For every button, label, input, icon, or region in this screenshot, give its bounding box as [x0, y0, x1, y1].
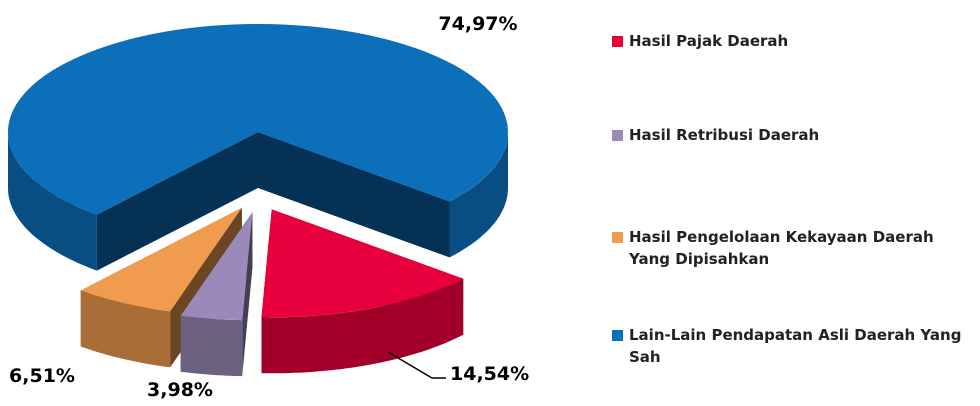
slices [7, 23, 508, 377]
legend-item: Hasil Retribusi Daerah [612, 124, 978, 146]
value-label: 14,54% [450, 363, 529, 385]
legend-item: Hasil Pengelolaan Kekayaan Daerah Yang D… [612, 226, 978, 270]
pie-area: 14,54% 3,98% 6,51% 74,97% [7, 13, 529, 401]
legend-label: Hasil Pengelolaan Kekayaan Daerah Yang D… [629, 228, 934, 268]
value-label: 74,97% [438, 13, 517, 35]
slice-wall [8, 132, 97, 271]
value-label: 6,51% [9, 365, 75, 387]
legend-label: Lain-Lain Pendapatan Asli Daerah Yang Sa… [629, 326, 962, 366]
slice-side [96, 132, 259, 271]
slice-wall [80, 290, 171, 368]
legend-swatch [612, 330, 623, 341]
slice [180, 212, 253, 321]
legend-label: Hasil Pajak Daerah [629, 32, 789, 50]
slice-wall [449, 132, 508, 258]
slice-wall [180, 315, 243, 377]
legend-item: Hasil Pajak Daerah [612, 30, 978, 52]
slice [80, 207, 242, 312]
labels: 14,54% 3,98% 6,51% 74,97% [9, 13, 529, 401]
leader-line [387, 351, 446, 379]
legend-item: Lain-Lain Pendapatan Asli Daerah Yang Sa… [612, 324, 978, 368]
slice [7, 23, 508, 215]
legend-swatch [612, 130, 623, 141]
legend-label: Hasil Retribusi Daerah [629, 126, 820, 144]
legend-swatch [612, 232, 623, 243]
slice [261, 209, 464, 318]
slice-wall [261, 278, 464, 374]
slice-side [258, 132, 450, 258]
legend-swatch [612, 36, 623, 47]
value-label: 3,98% [147, 379, 213, 401]
